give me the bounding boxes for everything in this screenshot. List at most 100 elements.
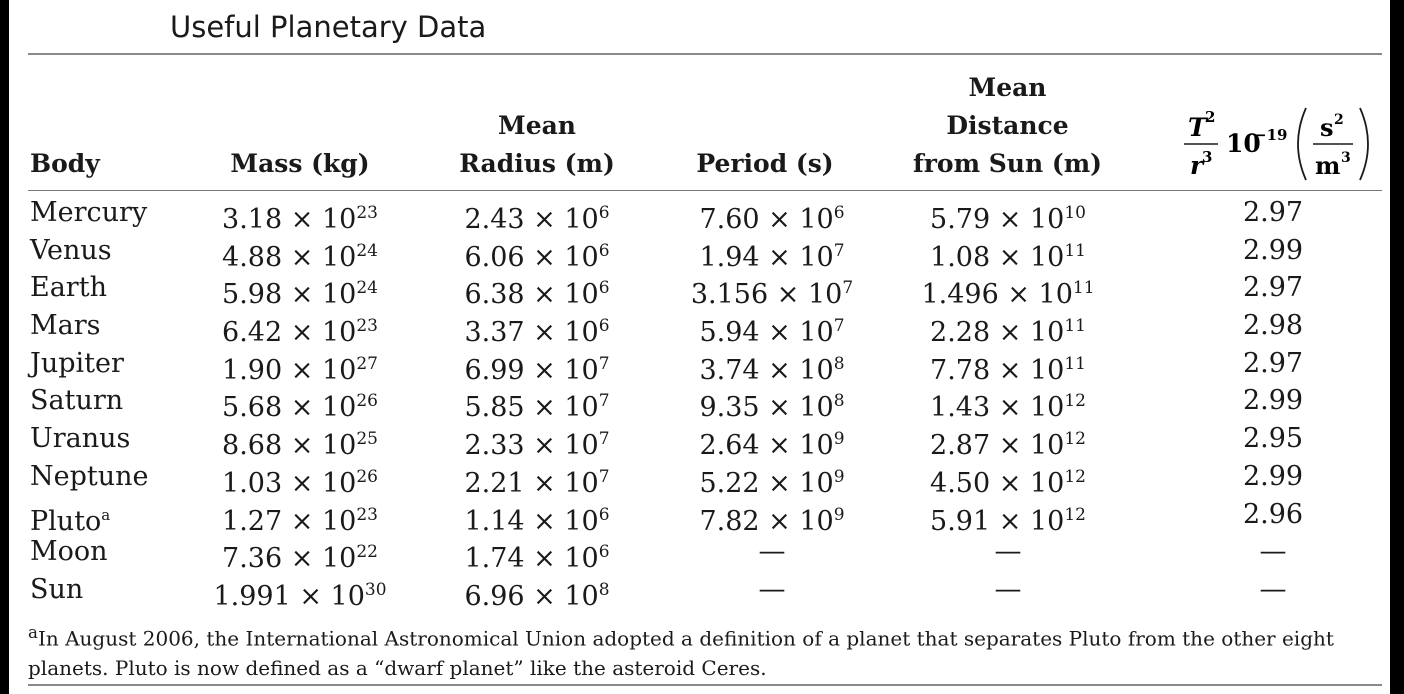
cell-mass: 4.88 × 1024 [222, 232, 378, 277]
cell-period: 3.74 × 108 [699, 345, 844, 390]
times-ten: × 10 [759, 354, 834, 386]
times-ten: × 10 [290, 580, 365, 612]
mass-exponent: 26 [356, 466, 378, 487]
body-name: Uranus [30, 423, 131, 455]
times-ten: × 10 [282, 430, 357, 462]
cell-period: 7.60 × 106 [699, 194, 844, 239]
top-rule [28, 53, 1382, 55]
times-ten: × 10 [990, 204, 1065, 235]
cell-ratio: 2.97 [1242, 272, 1304, 304]
times-ten: × 10 [524, 204, 599, 235]
mass-exponent: 22 [356, 542, 378, 563]
cell-body: Uranus [30, 420, 130, 458]
distance-exponent: 10 [1064, 203, 1086, 223]
distance-exponent: 11 [1064, 240, 1086, 261]
times-ten: × 10 [990, 467, 1065, 499]
radius-exponent: 7 [598, 353, 610, 374]
times-ten: × 10 [282, 467, 357, 499]
cell-period: 5.94 × 107 [699, 307, 844, 352]
table-row: Plutoa 1.27 × 1023 1.14 × 106 7.82 × 109 5.9… [0, 496, 1404, 537]
times-ten: × 10 [998, 279, 1073, 311]
radius-exponent: 7 [598, 429, 610, 450]
body-name: Moon [30, 536, 108, 568]
mass-mantissa: 1.03 [222, 467, 283, 499]
times-ten: × 10 [524, 317, 599, 349]
cell-ratio: 2.95 [1242, 423, 1304, 455]
cell-mass: 8.68 × 1025 [222, 420, 378, 465]
radius-mantissa: 1.74 [464, 543, 525, 575]
cell-radius: 5.85 × 107 [464, 382, 609, 427]
body-name: Sun [30, 573, 84, 605]
radius-mantissa: 6.06 [464, 241, 525, 273]
mass-mantissa: 6.42 [222, 317, 283, 349]
radius-mantissa: 6.96 [464, 580, 525, 612]
cell-mass: 7.36 × 1022 [222, 533, 378, 578]
table-row: Mercury 3.18 × 1023 2.43 × 106 7.60 × 106 5.… [0, 194, 1404, 235]
distance-mantissa: 5.79 [930, 204, 991, 235]
times-ten: × 10 [759, 204, 834, 235]
cell-distance: 7.78 × 1011 [930, 345, 1086, 390]
mass-mantissa: 5.98 [222, 279, 283, 311]
unit-denominator-exp: 3 [1341, 150, 1351, 166]
footnote-mark: a [28, 623, 38, 642]
distance-mantissa: 5.91 [930, 505, 991, 537]
body-name: Pluto [30, 505, 102, 537]
cell-body: Moon [30, 533, 108, 571]
ratio-factor-exp: −19 [1254, 126, 1287, 144]
radius-mantissa: 3.37 [464, 317, 525, 349]
radius-mantissa: 6.99 [464, 354, 525, 386]
cell-period: 7.82 × 109 [699, 496, 844, 541]
cell-radius: 6.38 × 106 [464, 269, 609, 314]
table-row: Moon 7.36 × 1022 1.74 × 106— — — [0, 533, 1404, 575]
mass-mantissa: 4.88 [222, 241, 283, 273]
cell-ratio: 2.97 [1242, 347, 1304, 379]
radius-exponent: 6 [598, 542, 610, 563]
times-ten: × 10 [990, 317, 1065, 349]
radius-mantissa: 2.43 [464, 204, 525, 235]
cell-mass: 6.42 × 1023 [222, 307, 378, 352]
cell-mass: 1.90 × 1027 [222, 345, 378, 390]
header-period: Period (s) [696, 149, 834, 178]
table-row: Earth 5.98 × 1024 6.38 × 106 3.156 × 107 1.4… [0, 269, 1404, 311]
ratio-denominator-exp: 3 [1202, 148, 1212, 166]
radius-mantissa: 2.33 [464, 430, 525, 462]
radius-exponent: 6 [598, 203, 610, 223]
body-name: Neptune [30, 460, 149, 492]
cell-body: Plutoa [30, 496, 110, 541]
times-ten: × 10 [759, 430, 834, 462]
cell-ratio: 2.97 [1242, 197, 1304, 228]
period-exponent: 9 [833, 466, 845, 487]
header-distance-line1: Mean [968, 73, 1047, 102]
period-exponent: 8 [833, 391, 845, 412]
times-ten: × 10 [282, 241, 357, 273]
distance-exponent: 12 [1064, 504, 1086, 525]
times-ten: × 10 [282, 279, 357, 311]
cell-body: Mars [30, 307, 101, 345]
distance-mantissa: 1.43 [930, 392, 991, 424]
times-ten: × 10 [524, 354, 599, 386]
times-ten: × 10 [990, 430, 1065, 462]
radius-mantissa: 5.85 [464, 392, 525, 424]
header-distance: Mean Distance from Sun (m) [900, 69, 1115, 183]
ratio-denominator: r [1190, 151, 1205, 180]
radius-mantissa: 6.38 [464, 279, 525, 311]
period-exponent: 7 [833, 316, 845, 337]
cell-mass: 1.27 × 1023 [222, 496, 378, 541]
ratio-factor: 10 [1226, 129, 1261, 158]
period-mantissa: 3.74 [699, 354, 760, 386]
distance-exponent: 12 [1064, 429, 1086, 450]
period-exponent: 9 [833, 429, 845, 450]
cell-distance: — [994, 536, 1022, 568]
times-ten: × 10 [282, 317, 357, 349]
times-ten: × 10 [759, 317, 834, 349]
header-rule [28, 190, 1382, 191]
cell-distance: 5.79 × 1010 [930, 194, 1086, 239]
times-ten: × 10 [282, 505, 357, 537]
cell-distance: 2.28 × 1011 [930, 307, 1086, 352]
cell-ratio: — [1259, 573, 1287, 605]
period-mantissa: 2.64 [699, 430, 760, 462]
mass-mantissa: 7.36 [222, 543, 283, 575]
mass-mantissa: 1.27 [222, 505, 283, 537]
cell-ratio: 2.96 [1242, 498, 1304, 530]
times-ten: × 10 [524, 467, 599, 499]
